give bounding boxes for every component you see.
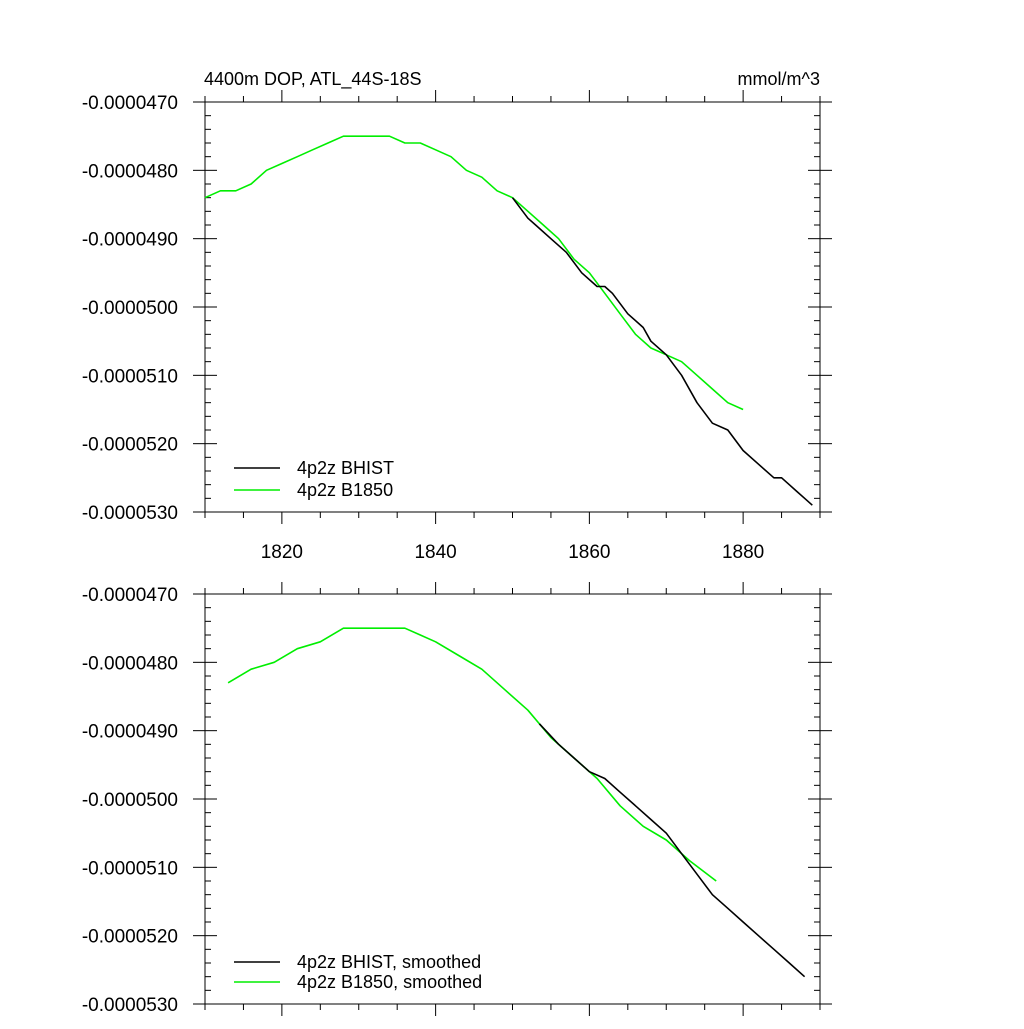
y-tick-label: -0.0000490 [82, 722, 178, 743]
y-tick-label: -0.0000530 [82, 503, 178, 524]
y-tick-label: -0.0000500 [82, 298, 178, 319]
y-tick-label: -0.0000490 [82, 230, 178, 251]
chart-title: 4400m DOP, ATL_44S-18S [204, 69, 421, 90]
x-tick-label: 1840 [414, 542, 456, 563]
legend-label: 4p2z B1850 [297, 480, 393, 500]
bottom-panel: -0.0000530 -0.0000520 -0.0000510 -0.0000500… [82, 582, 832, 1016]
legend-label: 4p2z BHIST, smoothed [297, 952, 481, 972]
y-tick-label: -0.0000470 [82, 93, 178, 114]
series-line-4p2z-b1850 [204, 135, 744, 411]
y-tick-label: -0.0000520 [82, 927, 178, 948]
y-tick-label: -0.0000510 [82, 366, 178, 387]
legend-label: 4p2z BHIST [297, 458, 394, 478]
series-line-4p2z-bhist [511, 197, 813, 506]
y-tick-label: -0.0000520 [82, 435, 178, 456]
y-tick-label: -0.0000480 [82, 161, 178, 182]
x-tick-label: 1880 [722, 542, 764, 563]
series-line-4p2z-bhist-smoothed [538, 723, 806, 978]
x-tick-label: 1860 [568, 542, 610, 563]
y-tick-label: -0.0000480 [82, 653, 178, 674]
y-tick-label: -0.0000530 [82, 995, 178, 1016]
top-panel: 4400m DOP, ATL_44S-18S mmol/m^3 -0.00005… [82, 69, 832, 563]
x-tick-label: 1820 [261, 542, 303, 563]
units-label: mmol/m^3 [738, 69, 820, 89]
series-line-4p2z-b1850-smoothed [227, 627, 717, 882]
y-tick-label: -0.0000510 [82, 858, 178, 879]
y-tick-label: -0.0000470 [82, 585, 178, 606]
legend-label: 4p2z B1850, smoothed [297, 972, 482, 992]
y-tick-label: -0.0000500 [82, 790, 178, 811]
